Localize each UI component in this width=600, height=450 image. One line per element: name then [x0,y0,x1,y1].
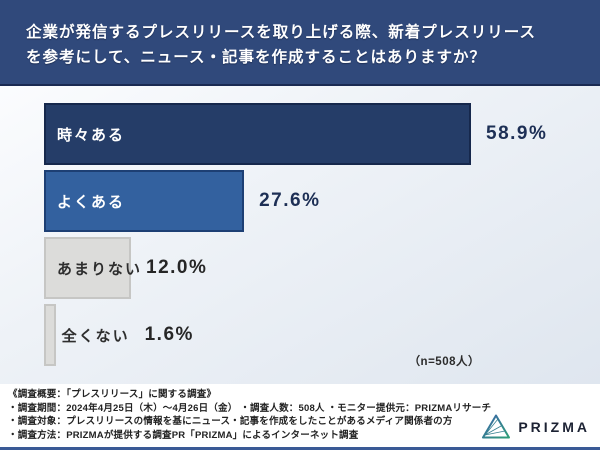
bar-3: あまりない [44,237,140,299]
prizma-logo: PRIZMA [481,413,590,440]
survey-period-line: ・調査期間：2024年4月25日（木）〜4月26日（金） ・調査人数：508人 … [8,402,492,414]
bar-row-2: よくある 27.6% [44,170,600,232]
chart-area: 時々ある 58.9% よくある 27.6% あまりない 12.0% 全くない 1.6% （n=… [0,86,600,384]
bar-category-label: 時々ある [57,126,126,144]
bar-category-label: 全くない [61,327,130,345]
bar-value-label: 58.9% [486,123,548,144]
bar-4 [44,304,56,366]
prizma-logo-text: PRIZMA [518,418,590,435]
bar-row-4: 全くない 1.6% [44,304,600,366]
bar-category-label: よくある [57,193,126,211]
bar-row-3: あまりない 12.0% [44,237,600,299]
bottom-accent-bar [0,447,600,450]
bar-value-label: 1.6% [144,324,194,345]
prism-triangle-icon [481,413,511,440]
bar-value-label: 27.6% [259,190,321,211]
chart-title-line2: を参考にして、ニュース・記事を作成することはありますか？ [26,49,486,66]
chart-title-line1: 企業が発信するプレスリリースを取り上げる際、新着プレスリリース [26,24,536,41]
bar-2: よくある [44,170,245,232]
bar-row-1: 時々ある 58.9% [44,103,600,165]
survey-method-line: ・調査方法：PRIZMAが提供する調査PR「PRIZMA」によるインターネット調… [8,429,359,441]
sample-size-label: （n=508人） [408,356,480,368]
survey-overview-line: 《調査概要：「プレスリリース」に関する調査》 [8,389,217,400]
survey-footer: 《調査概要：「プレスリリース」に関する調査》 ・調査期間：2024年4月25日（… [0,384,600,447]
bar-value-label: 12.0% [146,257,208,278]
bar-1: 時々ある [44,103,472,165]
bar-chart: 時々ある 58.9% よくある 27.6% あまりない 12.0% 全くない 1.6% [44,103,600,366]
bar-category-label: あまりない [57,260,143,278]
survey-target-line: ・調査対象：プレスリリースの情報を基にニュース・記事を作成をしたことがあるメディ… [8,416,453,427]
survey-notes: 《調査概要：「プレスリリース」に関する調査》 ・調査期間：2024年4月25日（… [8,388,592,442]
chart-title-banner: 企業が発信するプレスリリースを取り上げる際、新着プレスリリース を参考にして、ニ… [0,0,600,86]
